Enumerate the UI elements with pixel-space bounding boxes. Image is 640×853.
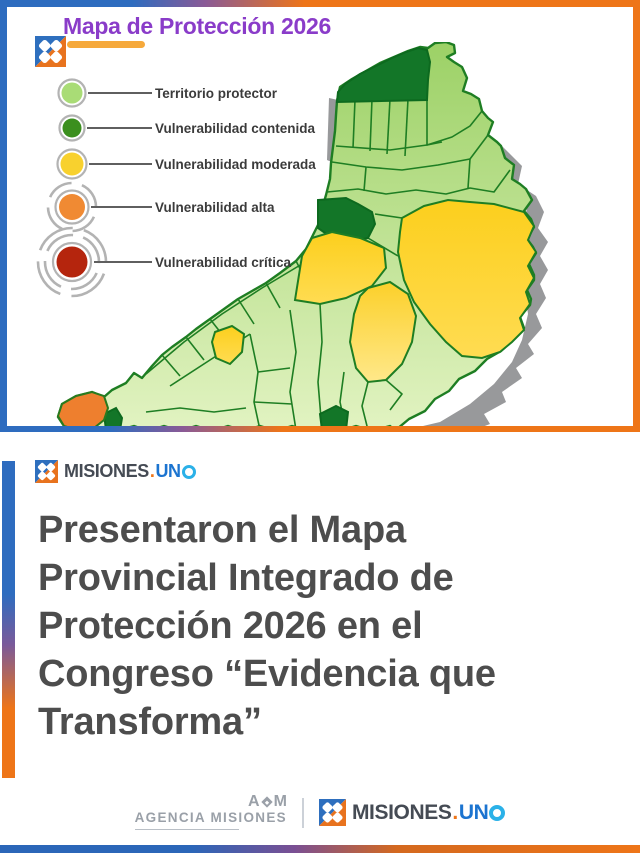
misionesuno-logo-icon <box>319 799 346 826</box>
dept-north-dark-green <box>335 46 432 104</box>
o-ring-icon <box>489 804 506 821</box>
map-card: Mapa de Protección 2026 <box>0 0 640 432</box>
dept-south-dark-green <box>318 404 350 426</box>
legend-marker-green-icon <box>57 78 87 108</box>
dept-sw-dark-green <box>102 406 124 426</box>
misionesuno-logo-icon <box>35 460 58 483</box>
agency-name: AGENCIA MISIONES <box>134 810 287 825</box>
news-post: MISIONES. UN Presentaron el Mapa Provinci… <box>0 432 640 853</box>
legend-marker-darkgreen-icon <box>58 114 86 142</box>
map-card-inner: Mapa de Protección 2026 <box>7 7 633 426</box>
diamond-icon <box>260 796 273 808</box>
misionesuno-wordmark: MISIONES. UN <box>352 801 506 825</box>
map-title: Mapa de Protección 2026 <box>63 13 331 39</box>
misionesuno-logo: MISIONES. UN <box>35 460 196 483</box>
misionesuno-wordmark: MISIONES. UN <box>64 461 196 482</box>
legend-marker-orange-icon <box>46 181 98 233</box>
vertical-divider <box>301 797 304 828</box>
agency-underline <box>134 829 239 830</box>
dept-yellow-center <box>293 230 388 306</box>
misionesuno-logo-footer: MISIONES. UN <box>319 799 506 826</box>
map-legend: Territorio protector Vulnerabilidad cont… <box>7 7 337 337</box>
dept-central-dark-green <box>317 196 377 244</box>
legend-marker-yellow-icon <box>56 148 88 180</box>
municipal-borders <box>145 98 511 426</box>
legend-marker-red-icon <box>36 226 108 298</box>
dept-yellow-east <box>396 198 538 360</box>
misiones-protection-map <box>56 42 548 426</box>
o-ring-icon <box>181 464 196 479</box>
dept-orange-sw <box>56 390 110 426</box>
headline: Presentaron el Mapa Provincial Integrado… <box>38 509 496 743</box>
bottom-gradient-bar <box>0 845 640 853</box>
dept-yellow-west-small <box>210 324 246 366</box>
dept-yellow-south <box>348 280 418 384</box>
orange-accent-bar <box>67 41 145 48</box>
left-accent-bar <box>2 461 15 778</box>
